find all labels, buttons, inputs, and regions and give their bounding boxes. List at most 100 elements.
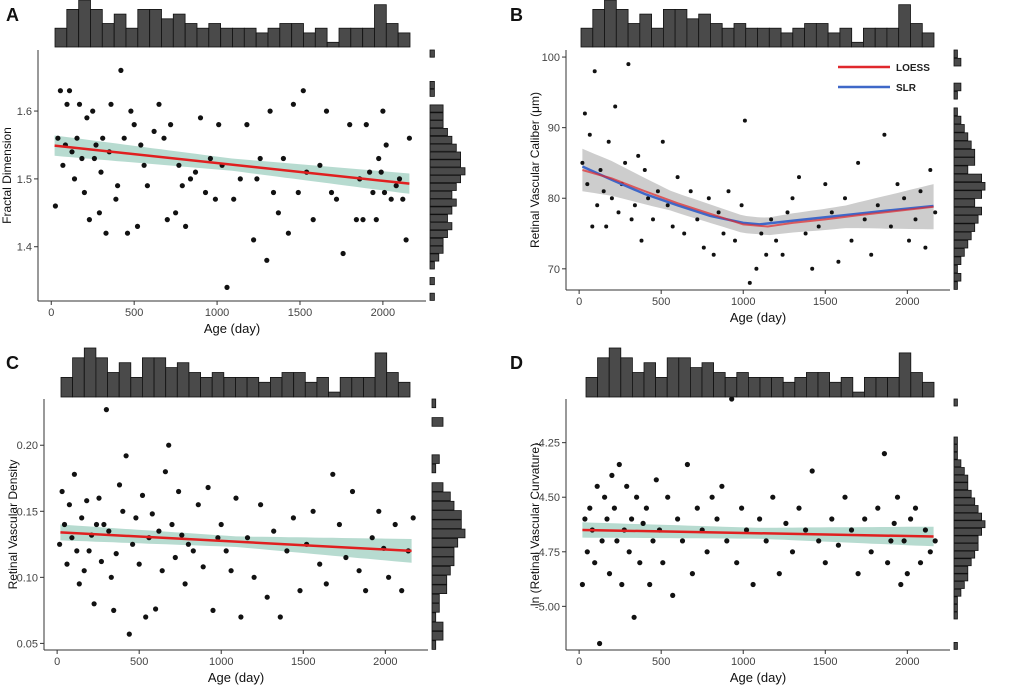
data-point — [330, 471, 336, 477]
top-hist-bar — [724, 376, 738, 398]
data-point — [284, 548, 290, 554]
top-hist-bar — [314, 27, 328, 48]
top-hist-bar — [580, 27, 594, 48]
data-point — [684, 461, 691, 468]
top-hist-bar — [196, 27, 210, 48]
data-point — [115, 183, 121, 189]
right-hist-bar — [953, 535, 979, 544]
data-point — [173, 210, 179, 216]
data-point — [197, 115, 204, 121]
y-tick-label: 0.20 — [17, 440, 38, 452]
top-hist-bar — [161, 18, 174, 48]
data-point — [729, 396, 735, 402]
data-point — [64, 561, 70, 567]
data-point — [360, 217, 366, 223]
right-hist-bar — [431, 575, 448, 585]
data-point — [875, 203, 880, 208]
data-point — [611, 505, 618, 511]
data-point — [79, 515, 85, 521]
top-hist-bar — [304, 381, 318, 398]
right-hist-bar — [953, 157, 976, 166]
x-tick-label: 0 — [576, 656, 582, 668]
data-point — [634, 494, 640, 500]
right-hist-bar — [953, 398, 958, 407]
data-point — [888, 224, 893, 229]
right-hist-bar — [429, 159, 462, 168]
y-tick-label: -5.00 — [535, 601, 560, 613]
data-point — [297, 588, 303, 594]
data-point — [774, 238, 779, 243]
right-hist-bar — [953, 256, 962, 265]
data-point — [647, 581, 653, 588]
data-point — [81, 568, 87, 574]
data-point — [290, 101, 296, 107]
data-point — [156, 528, 162, 534]
right-hist-bar — [953, 489, 972, 498]
right-hist-bar — [953, 248, 965, 257]
data-point — [223, 548, 229, 554]
top-hist-bar — [90, 8, 103, 48]
data-point — [216, 122, 222, 128]
panel-A: A 0 500 1000 1500 2000 1.4 1.5 1.6 Age (day) Fract… — [0, 0, 466, 336]
data-point — [381, 189, 388, 196]
data-point — [392, 521, 398, 528]
data-point — [640, 520, 646, 527]
data-point — [711, 252, 716, 257]
right-hist-bar — [431, 640, 437, 650]
data-point — [646, 196, 651, 201]
top-hist-bar — [851, 41, 864, 48]
data-point — [582, 516, 588, 522]
top-hist-bar — [782, 381, 796, 398]
data-point — [829, 516, 835, 522]
right-hist-bar — [431, 454, 440, 464]
data-point — [602, 494, 608, 500]
data-point — [190, 548, 196, 554]
data-point — [785, 210, 790, 215]
right-hist-bar — [953, 642, 958, 650]
data-point — [116, 482, 123, 488]
data-point — [862, 217, 867, 222]
top-hist-bar — [328, 391, 341, 398]
data-point — [183, 223, 189, 229]
top-hist-bar — [351, 376, 364, 398]
data-point — [734, 560, 740, 566]
right-hist-bar — [429, 49, 435, 58]
right-hist-bar — [953, 223, 976, 232]
data-point — [343, 554, 349, 561]
right-hist-bar — [953, 107, 958, 117]
data-point — [383, 142, 389, 148]
data-point — [202, 189, 209, 196]
data-point — [848, 527, 855, 533]
data-point — [885, 560, 891, 566]
data-point — [868, 549, 874, 555]
right-hist-bar — [953, 604, 958, 612]
x-tick-label: 0 — [576, 296, 582, 308]
right-hist-bar — [953, 132, 969, 141]
top-hist-bar — [54, 27, 68, 48]
data-point — [918, 189, 923, 194]
top-hist-bar — [874, 27, 888, 48]
data-point — [849, 238, 854, 243]
top-hist-bar — [232, 27, 245, 48]
data-point — [609, 472, 615, 478]
data-point — [86, 217, 92, 223]
data-point — [599, 538, 605, 544]
data-point — [579, 581, 586, 588]
data-point — [675, 516, 681, 522]
data-point — [590, 224, 595, 229]
data-point — [64, 101, 70, 107]
top-hist-bar — [303, 32, 316, 48]
data-point — [271, 528, 277, 534]
data-point — [108, 101, 114, 107]
data-point — [207, 155, 213, 162]
data-point — [290, 515, 296, 521]
loess-line — [582, 169, 934, 228]
top-hist-bar — [60, 376, 74, 398]
data-point — [695, 217, 700, 222]
data-point — [233, 495, 239, 501]
top-hist-bar — [815, 23, 829, 48]
data-point — [101, 521, 107, 528]
data-point — [57, 88, 64, 94]
right-hist-bar — [953, 474, 969, 483]
data-point — [66, 502, 72, 508]
